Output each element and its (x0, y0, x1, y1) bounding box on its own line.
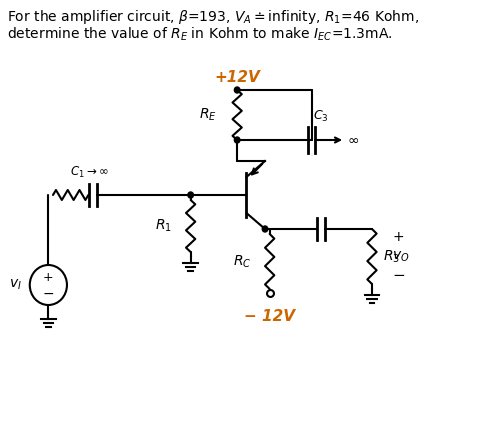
Circle shape (234, 137, 240, 143)
Circle shape (262, 226, 268, 232)
Text: $R_E$: $R_E$ (199, 107, 217, 123)
Circle shape (188, 192, 194, 198)
Text: determine the value of $R_E$ in Kohm to make $I_{EC}$=1.3mA.: determine the value of $R_E$ in Kohm to … (7, 26, 393, 43)
Text: $R_C$: $R_C$ (233, 253, 251, 270)
Text: $\infty$: $\infty$ (347, 133, 359, 147)
Circle shape (234, 87, 240, 93)
Text: For the amplifier circuit, $\beta$=193, $V_A$$\doteq$infinity, $R_1$=46 Kohm,: For the amplifier circuit, $\beta$=193, … (7, 8, 420, 26)
Text: +: + (393, 230, 404, 244)
Text: − 12V: − 12V (244, 309, 295, 324)
Text: +12V: +12V (214, 70, 260, 85)
Text: $C_3$: $C_3$ (313, 109, 329, 124)
Text: $v_I$: $v_I$ (9, 278, 22, 292)
Text: −: − (393, 268, 405, 283)
Text: −: − (43, 287, 54, 301)
Text: $R_3$: $R_3$ (383, 248, 400, 265)
Text: $v_O$: $v_O$ (393, 249, 410, 264)
Text: $R_1$: $R_1$ (155, 218, 172, 234)
Text: $C_1 \rightarrow \infty$: $C_1 \rightarrow \infty$ (70, 165, 108, 180)
Text: +: + (43, 271, 53, 284)
